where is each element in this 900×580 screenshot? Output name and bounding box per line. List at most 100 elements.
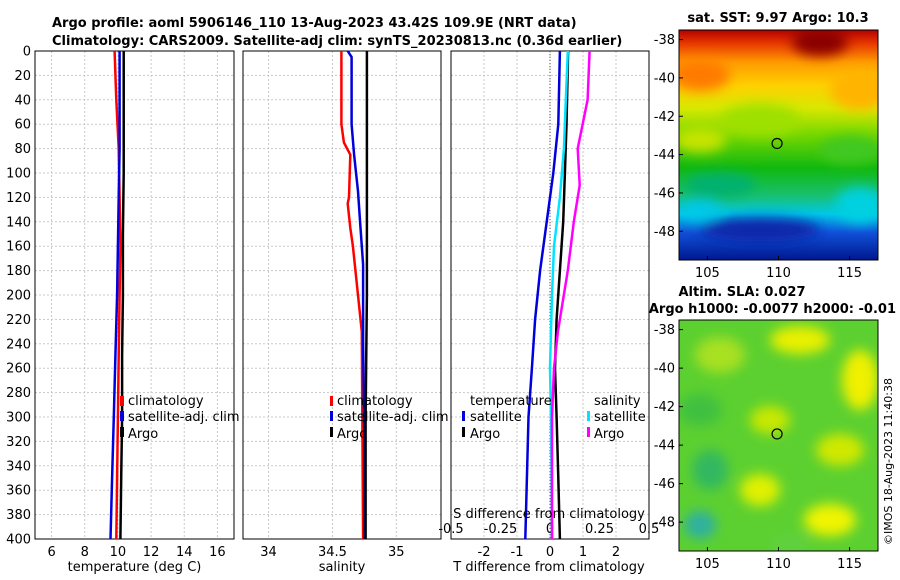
x-tick-label: 8 (81, 545, 89, 560)
sst-map-title: sat. SST: 9.97 Argo: 10.3 (687, 11, 868, 26)
salinity-legend: climatology satellite-adj. clim Argo (330, 394, 449, 442)
difference-panel: -2 -1 0 1 2 -0.5 -0.25 0 0.25 0.5 S difference f… (438, 50, 659, 575)
lat-tick-label: -40 (654, 362, 675, 377)
y-tick-label: 80 (14, 142, 31, 157)
depth-tick-labels: 0 20 40 60 80 100 120 140 160 180 200 220 240 260 280 3… (6, 45, 31, 548)
legend-label-satellite: satellite-adj. clim (128, 410, 240, 425)
lat-tick-label: -42 (654, 400, 675, 415)
temperature-legend: climatology satellite-adj. clim Argo (120, 394, 240, 442)
temperature-xlabel: temperature (deg C) (68, 560, 202, 575)
s-diff-tick-label: -0.5 (438, 522, 463, 537)
legend-label-temperature-satellite: satellite (470, 410, 522, 425)
legend-swatch-climatology (120, 396, 124, 406)
series-line-climatology (113, 50, 122, 540)
x-tick-label: 10 (110, 545, 127, 560)
legend-swatch-salinity-argo (587, 427, 590, 437)
series-line-salinity-argo (550, 50, 591, 539)
series-line-temperature-argo (553, 50, 570, 540)
sst-field-texture (679, 30, 878, 242)
x-tick-label: 34 (260, 545, 277, 560)
legend-label-temperature-argo: Argo (470, 427, 500, 442)
legend-label-salinity-argo: Argo (594, 427, 624, 442)
x-tick-label: 2 (612, 545, 620, 560)
y-tick-label: 240 (6, 337, 31, 352)
y-tick-label: 380 (6, 508, 31, 523)
lat-tick-label: -46 (654, 477, 675, 492)
temperature-panel: 0 20 40 60 80 100 120 140 160 180 200 220 240 260 280 3… (6, 45, 239, 576)
imos-credit: ©IMOS 18-Aug-2023 11:40:38 (882, 378, 895, 545)
lon-tick-label: 110 (766, 266, 791, 281)
y-tick-label: 0 (23, 45, 31, 60)
x-tick-label: -2 (478, 545, 491, 560)
s-diff-tick-label: 0.25 (585, 522, 614, 537)
temperature-axes-frame (34, 50, 235, 540)
legend-swatch-salinity-satellite (587, 411, 590, 421)
salinity-profiles (340, 50, 369, 540)
legend-title-temperature: temperature (470, 394, 552, 409)
lat-tick-label: -44 (654, 439, 675, 454)
difference-profiles (524, 50, 591, 540)
lon-tick-label: 110 (766, 557, 791, 572)
y-tick-label: 200 (6, 289, 31, 304)
lat-tick-label: -44 (654, 148, 675, 163)
sla-field-texture (679, 326, 878, 551)
lat-tick-label: -48 (654, 516, 675, 531)
sla-map-panel: Altim. SLA: 0.027 Argo h1000: -0.0077 h2… (649, 285, 896, 572)
lat-tick-label: -38 (654, 33, 675, 48)
lat-tick-label: -40 (654, 71, 675, 86)
temperature-profiles (109, 50, 125, 540)
lon-tick-label: 115 (837, 557, 862, 572)
sla-map-tick-labels: -38 -40 -42 -44 -46 -48 105 110 115 (654, 323, 862, 572)
legend-swatch-temperature-argo (462, 427, 465, 437)
salinity-difference-tick-labels: -0.5 -0.25 0 0.25 0.5 (438, 522, 659, 537)
series-line-satellite-adj-clim (109, 51, 121, 540)
sla-map-subtitle: Argo h1000: -0.0077 h2000: -0.01 (649, 302, 896, 317)
legend-swatch-argo (120, 427, 124, 437)
y-tick-label: 320 (6, 435, 31, 450)
x-tick-label: 34.5 (318, 545, 347, 560)
x-tick-label: -1 (511, 545, 524, 560)
lat-tick-label: -38 (654, 323, 675, 338)
x-tick-label: 16 (209, 545, 226, 560)
legend-title-salinity: salinity (594, 394, 641, 409)
difference-xlabel: T difference from climatology (452, 560, 645, 575)
y-tick-label: 160 (6, 240, 31, 255)
y-tick-label: 140 (6, 215, 31, 230)
y-tick-label: 400 (6, 533, 31, 548)
salinity-tick-labels: 34 34.5 35 (260, 545, 404, 560)
salinity-panel: 34 34.5 35 salinity climatology satellite-… (242, 50, 449, 575)
y-tick-label: 120 (6, 191, 31, 206)
x-tick-label: 6 (47, 545, 55, 560)
y-tick-label: 40 (14, 93, 31, 108)
sst-argo-location-marker (771, 137, 783, 150)
x-tick-label: 14 (176, 545, 193, 560)
salinity-xlabel: salinity (319, 560, 366, 575)
sst-map-tick-labels: -38 -40 -42 -44 -46 -48 105 110 115 (654, 33, 862, 281)
sst-heatmap (679, 30, 878, 260)
lon-tick-label: 115 (837, 266, 862, 281)
lat-tick-label: -48 (654, 225, 675, 240)
title-line-1: Argo profile: aoml 5906146_110 13-Aug-20… (52, 16, 577, 31)
series-line-climatology (340, 51, 365, 540)
title-line-2: Climatology: CARS2009. Satellite-adj cli… (52, 34, 622, 49)
x-tick-label: 12 (143, 545, 160, 560)
lat-tick-label: -46 (654, 186, 675, 201)
difference-legend: temperature satellite Argo salinity sate… (462, 394, 646, 442)
y-tick-label: 180 (6, 264, 31, 279)
y-tick-label: 60 (14, 118, 31, 133)
temperature-tick-labels: 6 8 10 12 14 16 (47, 545, 225, 560)
salinity-difference-label: S difference from climatology (453, 507, 645, 522)
series-line-temperature-satellite (524, 50, 562, 540)
lat-tick-label: -42 (654, 110, 675, 125)
legend-swatch-argo (330, 427, 333, 437)
y-tick-label: 340 (6, 459, 31, 474)
legend-label-satellite: satellite-adj. clim (337, 410, 449, 425)
y-tick-label: 20 (14, 69, 31, 84)
series-line-satellite-adj-clim (346, 50, 366, 539)
x-tick-label: 1 (579, 545, 587, 560)
sla-heatmap (679, 320, 878, 551)
legend-label-climatology: climatology (128, 394, 204, 409)
legend-label-climatology: climatology (337, 394, 413, 409)
legend-label-argo: Argo (128, 427, 158, 442)
